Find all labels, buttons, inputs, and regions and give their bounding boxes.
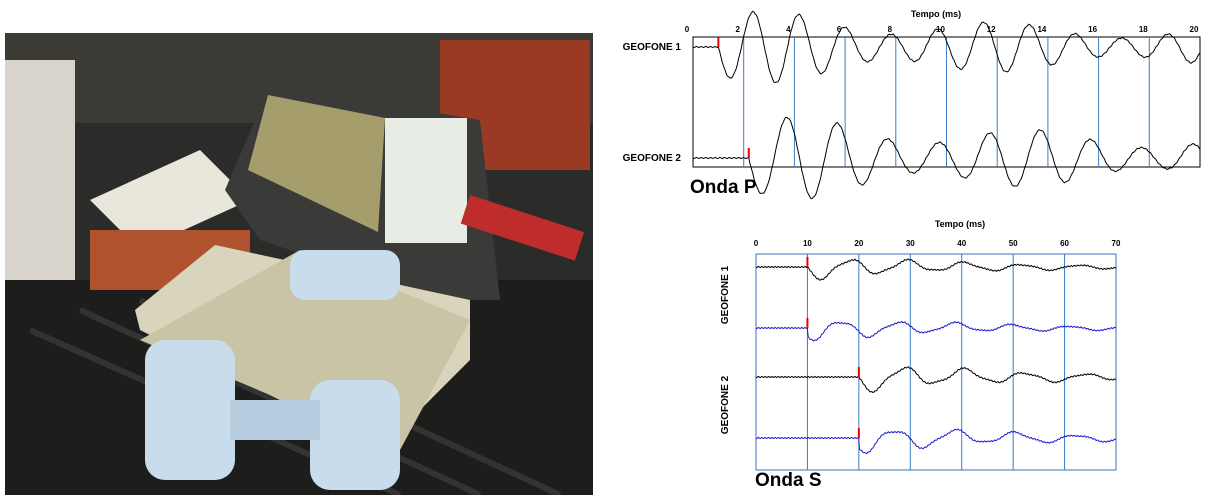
- x-tick-label: 20: [854, 239, 863, 248]
- trace-waveform: [756, 367, 1116, 393]
- x-tick-label: 0: [685, 25, 690, 34]
- x-tick-label: 0: [754, 239, 759, 248]
- trace-label: GEOFONE 2: [623, 153, 682, 164]
- trace-label: GEOFONE 2: [720, 375, 731, 434]
- x-tick-label: 2: [735, 25, 740, 34]
- x-tick-label: 10: [803, 239, 812, 248]
- trace-label: GEOFONE 1: [720, 265, 731, 324]
- x-tick-label: 16: [1088, 25, 1097, 34]
- page: Tempo (ms)Onda P02468101214161820GEOFONE…: [0, 0, 1205, 495]
- x-tick-label: 8: [888, 25, 893, 34]
- x-tick-label: 30: [906, 239, 915, 248]
- axis-title: Tempo (ms): [935, 219, 985, 229]
- x-tick-label: 20: [1190, 25, 1199, 34]
- trace-waveform: [756, 429, 1116, 454]
- panel-title: Onda S: [755, 470, 822, 491]
- trace-waveform: [756, 322, 1116, 342]
- panel-title: Onda P: [690, 177, 757, 198]
- axis-title: Tempo (ms): [911, 9, 961, 19]
- trace-label: GEOFONE 1: [623, 42, 682, 53]
- trace-waveform: [756, 259, 1116, 280]
- figure: Tempo (ms)Onda P02468101214161820GEOFONE…: [0, 0, 1205, 495]
- x-tick-label: 50: [1009, 239, 1018, 248]
- x-tick-label: 14: [1037, 25, 1046, 34]
- x-tick-label: 70: [1112, 239, 1121, 248]
- x-tick-label: 18: [1139, 25, 1148, 34]
- photo: [5, 33, 593, 495]
- x-tick-label: 40: [957, 239, 966, 248]
- x-tick-label: 60: [1060, 239, 1069, 248]
